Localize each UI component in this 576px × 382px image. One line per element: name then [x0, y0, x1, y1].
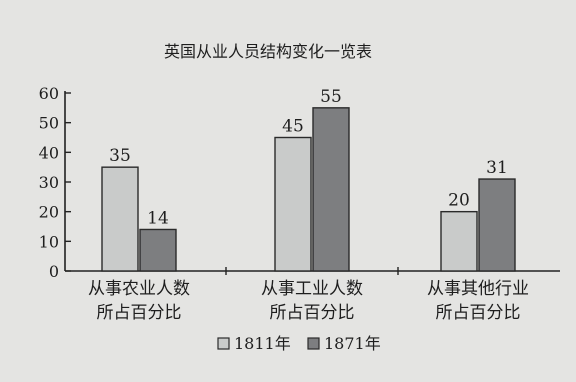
- bar-1811年-2: [440, 210, 478, 272]
- y-tick-label: 30: [39, 173, 59, 192]
- y-tick-label: 40: [39, 143, 59, 162]
- bar-1871年-2: [478, 178, 516, 272]
- legend-swatch: [217, 337, 230, 350]
- data-label: 31: [486, 158, 508, 178]
- data-label: 35: [109, 146, 131, 166]
- chart-title: 英国从业人员结构变化一览表: [164, 42, 372, 61]
- category-label: 所占百分比: [97, 303, 182, 323]
- category-label: 从事工业人数: [261, 279, 363, 299]
- data-labels: 35 45 20 14 55 31: [109, 87, 508, 229]
- legend: 1811年 1871年: [217, 334, 381, 353]
- data-label: 55: [320, 87, 342, 107]
- y-tick-label: 20: [39, 203, 59, 222]
- data-label: 45: [282, 117, 304, 137]
- category-label: 所占百分比: [436, 303, 521, 323]
- y-tick-label: 60: [39, 84, 59, 103]
- legend-swatch: [307, 337, 320, 350]
- category-label: 所占百分比: [270, 303, 355, 323]
- y-tick-label: 50: [39, 114, 59, 133]
- bar-1811年-1: [274, 136, 312, 272]
- category-label: 从事其他行业: [427, 279, 529, 299]
- data-label: 14: [147, 208, 169, 228]
- bars: [101, 107, 516, 272]
- bar-1871年-0: [139, 228, 177, 272]
- category-label: 从事农业人数: [88, 279, 190, 299]
- bar-1811年-0: [101, 166, 139, 272]
- legend-label: 1871年: [324, 334, 381, 353]
- data-label: 20: [448, 191, 470, 211]
- bar-1871年-1: [312, 107, 350, 272]
- y-tick-label: 10: [39, 232, 59, 251]
- legend-label: 1811年: [234, 334, 291, 353]
- y-tick-label: 0: [49, 262, 59, 281]
